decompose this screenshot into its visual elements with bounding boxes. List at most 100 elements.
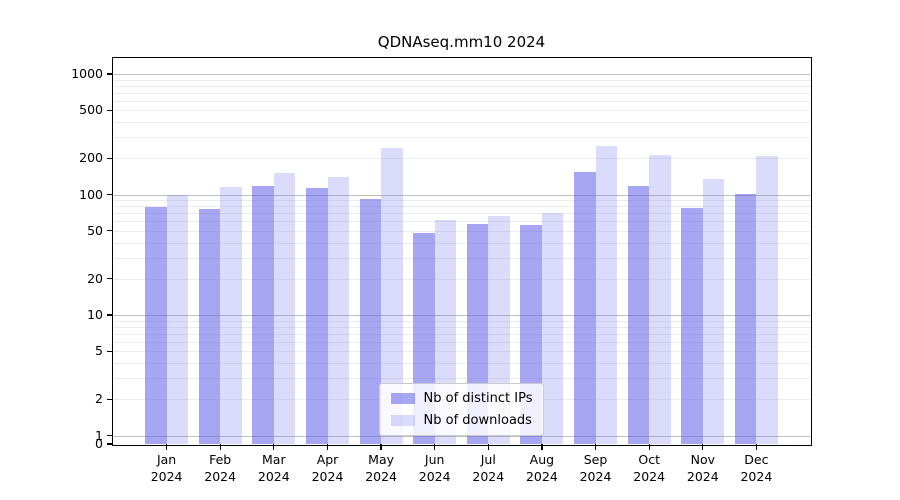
- minor-gridline-7: [113, 333, 810, 335]
- x-axis-tick-label-jul: Jul 2024: [472, 452, 505, 484]
- x-axis-tick-sep: [594, 444, 597, 450]
- x-axis-tick-label-jan: Jan 2024: [150, 452, 183, 484]
- legend-label-distinct-ips: Nb of distinct IPs: [423, 391, 533, 406]
- x-axis-tick-label-sep: Sep 2024: [579, 452, 612, 484]
- minor-gridline-300: [113, 137, 810, 138]
- major-gridline-100: [113, 194, 810, 196]
- bar-distinct-ips-may: [359, 198, 382, 444]
- x-axis-tick-dec: [755, 444, 757, 450]
- y-axis-tick-label-1000: 1000: [71, 66, 103, 81]
- y-axis-tick-500: [107, 109, 113, 111]
- y-axis-tick-1000: [107, 73, 113, 75]
- y-axis-tick-label-50: 50: [87, 222, 103, 238]
- legend-label-downloads: Nb of downloads: [423, 413, 532, 428]
- major-gridline-1000: [113, 74, 810, 76]
- minor-gridline-4: [113, 363, 810, 364]
- minor-gridline-900: [113, 79, 810, 81]
- x-axis-tick-label-may: May 2024: [365, 452, 397, 484]
- x-axis-tick-jun: [434, 444, 436, 450]
- y-axis-tick-label-500: 500: [79, 102, 103, 118]
- chart-title: QDNAseq.mm10 2024: [377, 33, 546, 51]
- y-axis-tick-label-2: 2: [95, 391, 103, 407]
- bar-distinct-ips-nov: [681, 208, 703, 444]
- y-axis-tick-label-200: 200: [79, 150, 103, 166]
- x-axis-tick-nov: [702, 444, 704, 450]
- bar-distinct-ips-dec: [734, 193, 757, 444]
- minor-gridline-30: [113, 257, 810, 259]
- legend-item-downloads: Nb of downloads: [390, 413, 533, 428]
- y-axis-tick-10: [107, 314, 113, 316]
- minor-gridline-8: [113, 326, 810, 328]
- legend-item-distinct-ips: Nb of distinct IPs: [390, 391, 533, 406]
- minor-gridline-9: [113, 320, 810, 322]
- y-axis-tick-0: [107, 443, 113, 445]
- bar-distinct-ips-sep: [574, 171, 596, 444]
- x-axis-tick-jul: [487, 444, 489, 450]
- bar-downloads-feb: [220, 187, 242, 444]
- minor-gridline-40: [113, 242, 810, 244]
- x-axis-tick-label-apr: Apr 2024: [311, 452, 344, 484]
- bar-downloads-dec: [756, 156, 778, 444]
- minor-gridline-200: [113, 158, 810, 160]
- minor-gridline-90: [113, 200, 810, 201]
- x-axis-tick-feb: [219, 444, 221, 450]
- major-gridline-10: [113, 315, 810, 317]
- bar-downloads-nov: [702, 178, 725, 444]
- minor-gridline-800: [113, 85, 810, 87]
- y-axis-tick-1: [107, 434, 113, 437]
- y-axis-tick-2: [107, 398, 113, 400]
- bar-downloads-mar: [273, 173, 296, 444]
- y-axis-tick-label-10: 10: [87, 307, 103, 322]
- minor-gridline-80: [113, 206, 810, 208]
- minor-gridline-3: [113, 378, 810, 379]
- y-axis-tick-label-1: 1: [95, 427, 103, 443]
- minor-gridline-600: [113, 100, 810, 102]
- x-axis-tick-label-nov: Nov 2024: [686, 452, 719, 484]
- bar-downloads-sep: [595, 146, 617, 444]
- minor-gridline-500: [113, 110, 810, 112]
- minor-gridline-70: [113, 213, 810, 215]
- y-axis-tick-label-0: 0: [95, 436, 103, 451]
- x-axis-tick-label-dec: Dec 2024: [740, 452, 773, 484]
- minor-gridline-20: [113, 278, 810, 280]
- y-axis-tick-5: [107, 350, 113, 352]
- bar-downloads-oct: [649, 155, 671, 444]
- x-axis-tick-aug: [541, 444, 543, 450]
- bar-downloads-apr: [327, 176, 349, 444]
- legend: Nb of distinct IPs Nb of downloads: [378, 383, 545, 436]
- x-axis-tick-label-oct: Oct 2024: [633, 452, 666, 484]
- legend-swatch-downloads-icon: [390, 415, 415, 426]
- bar-distinct-ips-oct: [627, 186, 650, 444]
- x-axis-tick-may: [380, 444, 382, 450]
- x-axis-tick-label-feb: Feb 2024: [204, 452, 237, 484]
- x-axis-tick-label-jun: Jun 2024: [418, 452, 451, 484]
- x-axis-tick-label-aug: Aug 2024: [525, 452, 558, 484]
- x-axis-tick-mar: [273, 444, 275, 450]
- plot-area: Nb of distinct IPs Nb of downloads: [111, 56, 812, 446]
- y-axis-tick-label-5: 5: [95, 343, 103, 359]
- y-axis-tick-50: [107, 230, 113, 232]
- bar-downloads-aug: [541, 213, 564, 444]
- minor-gridline-700: [113, 92, 810, 94]
- legend-swatch-distinct-ips-icon: [390, 393, 415, 404]
- y-axis-tick-label-20: 20: [87, 270, 103, 286]
- y-axis-tick-200: [107, 157, 113, 159]
- bar-distinct-ips-apr: [306, 188, 328, 444]
- minor-gridline-400: [113, 122, 810, 123]
- y-axis-tick-100: [107, 193, 113, 196]
- bar-downloads-jan: [166, 194, 189, 444]
- bar-distinct-ips-jan: [145, 206, 167, 444]
- x-axis-tick-oct: [648, 444, 650, 450]
- minor-gridline-60: [113, 221, 810, 223]
- minor-gridline-50: [113, 230, 810, 232]
- y-axis-tick-20: [107, 278, 113, 280]
- x-axis-tick-label-mar: Mar 2024: [257, 452, 290, 484]
- major-gridline-1: [113, 435, 810, 437]
- minor-gridline-6: [113, 341, 810, 343]
- x-axis-tick-jan: [166, 444, 168, 450]
- minor-gridline-5: [113, 351, 810, 353]
- bar-distinct-ips-mar: [252, 185, 274, 444]
- x-axis-tick-apr: [326, 444, 329, 450]
- y-axis-tick-label-100: 100: [79, 186, 103, 202]
